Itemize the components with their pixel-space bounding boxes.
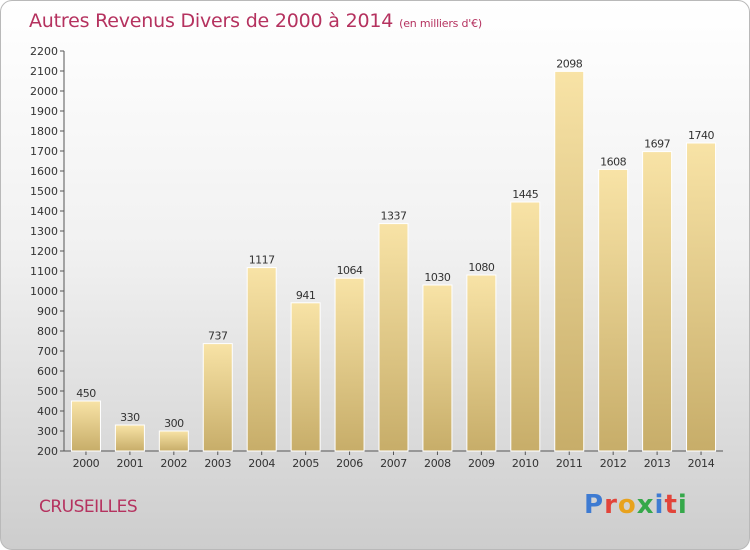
data-label-2013: 1697 bbox=[644, 138, 670, 151]
data-label-2000: 450 bbox=[76, 387, 96, 400]
chart-title: Autres Revenus Divers de 2000 à 2014 bbox=[29, 10, 394, 32]
bar-2014 bbox=[686, 142, 717, 452]
y-tick-label: 1200 bbox=[30, 245, 58, 258]
x-tick-label-2012: 2012 bbox=[600, 457, 627, 470]
bar-2011 bbox=[554, 70, 585, 452]
bar-2005 bbox=[290, 302, 321, 452]
y-tick-label: 1100 bbox=[30, 265, 58, 278]
data-label-2007: 1337 bbox=[381, 210, 407, 223]
x-tick-label-2001: 2001 bbox=[117, 457, 144, 470]
y-tick-label: 2000 bbox=[30, 85, 58, 98]
chart-title-block: Autres Revenus Divers de 2000 à 2014 (en … bbox=[29, 10, 482, 32]
x-tick-label-2008: 2008 bbox=[424, 457, 451, 470]
data-label-2005: 941 bbox=[296, 289, 316, 302]
y-tick-label: 1300 bbox=[30, 225, 58, 238]
bar-2004 bbox=[246, 267, 277, 452]
x-tick-label-2014: 2014 bbox=[688, 457, 715, 470]
logo-letter: x bbox=[636, 490, 655, 520]
data-label-2006: 1064 bbox=[337, 264, 363, 277]
bar-2001 bbox=[114, 424, 145, 452]
bar-2010 bbox=[510, 201, 541, 452]
y-tick-label: 2200 bbox=[30, 45, 58, 58]
y-tick-label: 1900 bbox=[30, 105, 58, 118]
x-tick-label-2000: 2000 bbox=[73, 457, 100, 470]
data-label-2004: 1117 bbox=[249, 254, 275, 267]
x-tick-label-2005: 2005 bbox=[292, 457, 319, 470]
logo-letter: i bbox=[677, 490, 688, 520]
y-tick-label: 2100 bbox=[30, 65, 58, 78]
bar-2012 bbox=[598, 168, 629, 452]
y-tick-label: 900 bbox=[37, 305, 58, 318]
y-tick-label: 800 bbox=[37, 325, 58, 338]
bar-layer bbox=[70, 70, 717, 452]
x-tick-label-2002: 2002 bbox=[160, 457, 187, 470]
logo-letter: P bbox=[584, 490, 605, 520]
y-tick-label: 200 bbox=[37, 445, 58, 458]
proxiti-logo: Proxiti bbox=[584, 490, 688, 520]
location-name: CRUSEILLES bbox=[39, 497, 138, 517]
y-tick-label: 500 bbox=[37, 385, 58, 398]
data-label-2011: 2098 bbox=[556, 57, 582, 70]
bar-2002 bbox=[158, 430, 189, 452]
label-layer: 450 330 300 737 1117 941 1064 1337 1030 1080 1445 2… bbox=[76, 57, 715, 430]
y-tick-label: 1500 bbox=[30, 185, 58, 198]
bar-2008 bbox=[422, 284, 453, 452]
bar-2013 bbox=[642, 151, 673, 452]
y-tick-label: 1800 bbox=[30, 125, 58, 138]
data-label-2008: 1030 bbox=[424, 271, 450, 284]
bar-2000 bbox=[70, 400, 101, 452]
data-label-2010: 1445 bbox=[512, 188, 538, 201]
x-tick-label-2011: 2011 bbox=[556, 457, 583, 470]
logo-letter: t bbox=[664, 490, 678, 520]
logo-letter: o bbox=[617, 490, 637, 520]
y-tick-label: 1700 bbox=[30, 145, 58, 158]
y-tick-label: 1000 bbox=[30, 285, 58, 298]
y-tick-label: 1400 bbox=[30, 205, 58, 218]
data-label-2003: 737 bbox=[208, 330, 228, 343]
y-tick-label: 300 bbox=[37, 425, 58, 438]
data-label-2002: 300 bbox=[164, 417, 184, 430]
y-tick-label: 700 bbox=[37, 345, 58, 358]
bar-2006 bbox=[334, 277, 365, 452]
logo-letter: i bbox=[654, 490, 665, 520]
x-tick-label-2006: 2006 bbox=[336, 457, 363, 470]
x-tick-label-2009: 2009 bbox=[468, 457, 495, 470]
bar-2003 bbox=[202, 343, 233, 452]
chart-subtitle: (en milliers d'€) bbox=[399, 17, 483, 30]
x-tick-label-2003: 2003 bbox=[204, 457, 231, 470]
logo-letter: r bbox=[604, 490, 618, 520]
y-tick-label: 400 bbox=[37, 405, 58, 418]
x-tick-label-2004: 2004 bbox=[248, 457, 275, 470]
x-tick-label-2013: 2013 bbox=[644, 457, 671, 470]
x-tick-label-2007: 2007 bbox=[380, 457, 407, 470]
y-tick-label: 1600 bbox=[30, 165, 58, 178]
data-label-2001: 330 bbox=[120, 411, 140, 424]
data-label-2009: 1080 bbox=[468, 261, 494, 274]
y-tick-label: 600 bbox=[37, 365, 58, 378]
bar-2009 bbox=[466, 274, 497, 452]
data-label-2014: 1740 bbox=[688, 129, 714, 142]
data-label-2012: 1608 bbox=[600, 155, 626, 168]
bar-2007 bbox=[378, 223, 409, 452]
x-tick-label-2010: 2010 bbox=[512, 457, 539, 470]
